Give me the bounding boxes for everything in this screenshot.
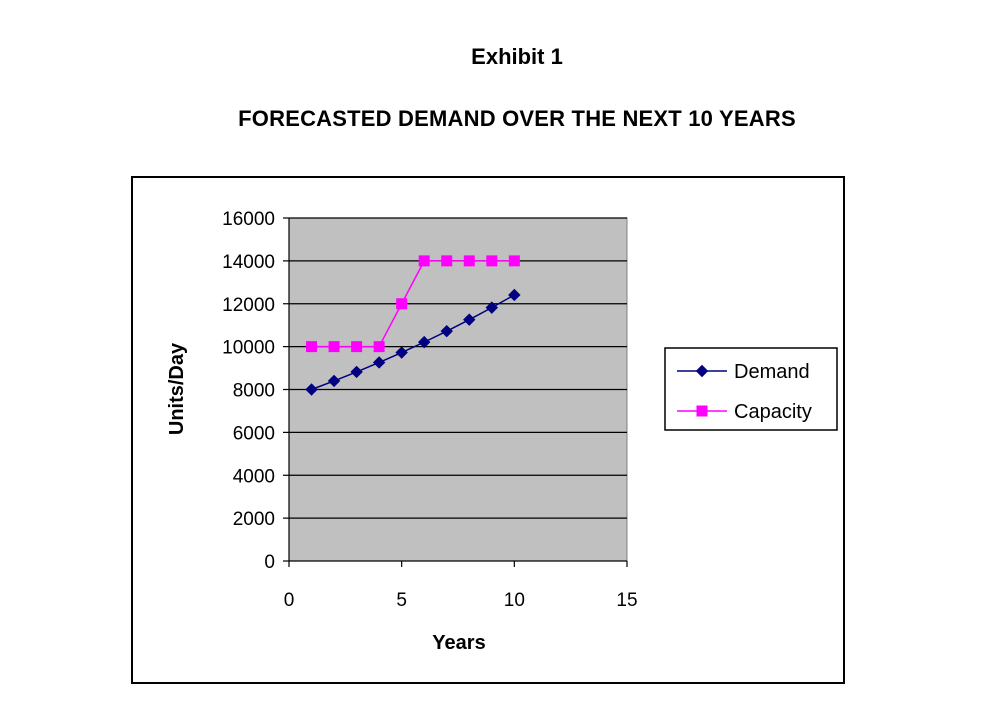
y-tick-label: 2000 [233,509,275,530]
capacity-data-point [373,341,385,353]
capacity-data-point [396,298,408,310]
demand-data-point [327,374,341,388]
capacity-data-point [463,255,475,267]
x-tick-label: 15 [616,590,637,611]
demand-data-point [395,346,408,359]
demand-data-point [485,301,499,314]
y-tick-label: 10000 [222,338,275,359]
chart-title: FORECASTED DEMAND OVER THE NEXT 10 YEARS [238,106,796,131]
y-tick-label: 8000 [233,381,275,402]
demand-data-point [305,383,318,396]
capacity-legend-label: Capacity [734,401,812,423]
x-axis-title: Years [432,632,485,654]
x-tick-label: 10 [504,590,525,611]
y-tick-label: 0 [264,552,275,573]
demand-data-point [463,313,476,326]
y-tick-label: 16000 [222,209,275,230]
capacity-data-point [418,255,430,267]
capacity-data-point [508,255,520,267]
x-tick-label: 0 [284,590,295,611]
capacity-data-point [441,255,453,267]
demand-data-point [417,335,431,349]
capacity-data-point [306,341,318,353]
demand-series-line [311,294,515,391]
demand-data-point [440,324,453,338]
demand-data-point [508,288,521,302]
capacity-series-line [311,260,515,348]
legend-box [664,347,838,431]
capacity-data-point [351,341,363,353]
y-tick-label: 12000 [222,295,275,316]
y-tick-label: 14000 [222,252,275,273]
x-tick-label: 5 [396,590,407,611]
capacity-data-point [328,341,340,353]
exhibit-title: Exhibit 1 [471,44,563,69]
demand-data-point [350,365,363,379]
y-tick-label: 6000 [233,423,275,444]
y-axis-title: Units/Day [166,342,188,435]
demand-data-point [372,356,386,369]
demand-legend-marker [695,364,709,378]
demand-legend-label: Demand [734,361,810,383]
y-tick-label: 4000 [233,466,275,487]
capacity-legend-marker [696,405,708,417]
capacity-data-point [486,255,498,267]
